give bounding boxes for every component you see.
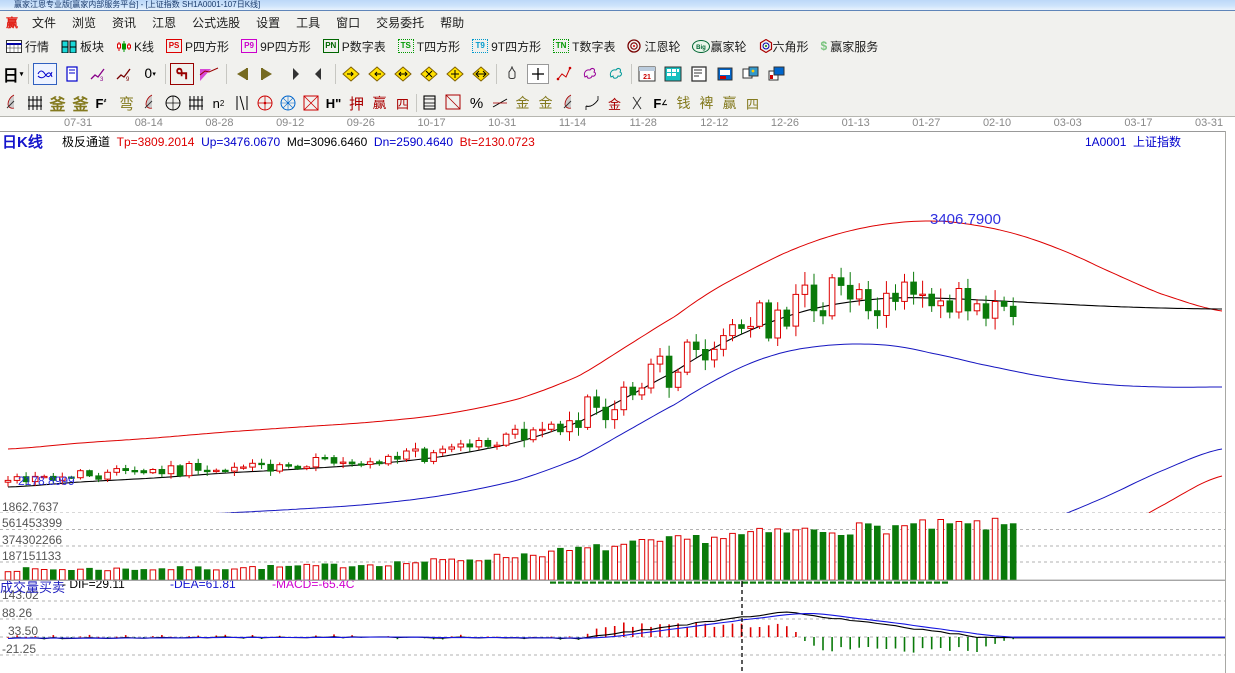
- svg-text:-21.25: -21.25: [2, 642, 36, 656]
- svg-text:-MACD=-65.4C: -MACD=-65.4C: [272, 577, 355, 591]
- svg-text:- DIF=29.11: - DIF=29.11: [62, 577, 125, 591]
- svg-text:Big: Big: [697, 45, 707, 51]
- svg-text:187151133: 187151133: [2, 549, 62, 563]
- svg-text:2178.8999: 2178.8999: [18, 474, 75, 488]
- svg-text:9: 9: [126, 77, 130, 82]
- svg-text:3406.7900: 3406.7900: [930, 211, 1001, 228]
- svg-text:374302266: 374302266: [2, 533, 62, 547]
- svg-text:88.26: 88.26: [2, 606, 32, 620]
- svg-text:33.50: 33.50: [8, 624, 38, 638]
- svg-text:21: 21: [643, 74, 651, 81]
- svg-text:3: 3: [100, 77, 104, 82]
- svg-text:1862.7637: 1862.7637: [2, 500, 59, 514]
- svg-text:成交量买卖: 成交量买卖: [0, 580, 65, 595]
- svg-text:561453399: 561453399: [2, 516, 62, 530]
- svg-text:-DEA=61.81: -DEA=61.81: [170, 577, 236, 591]
